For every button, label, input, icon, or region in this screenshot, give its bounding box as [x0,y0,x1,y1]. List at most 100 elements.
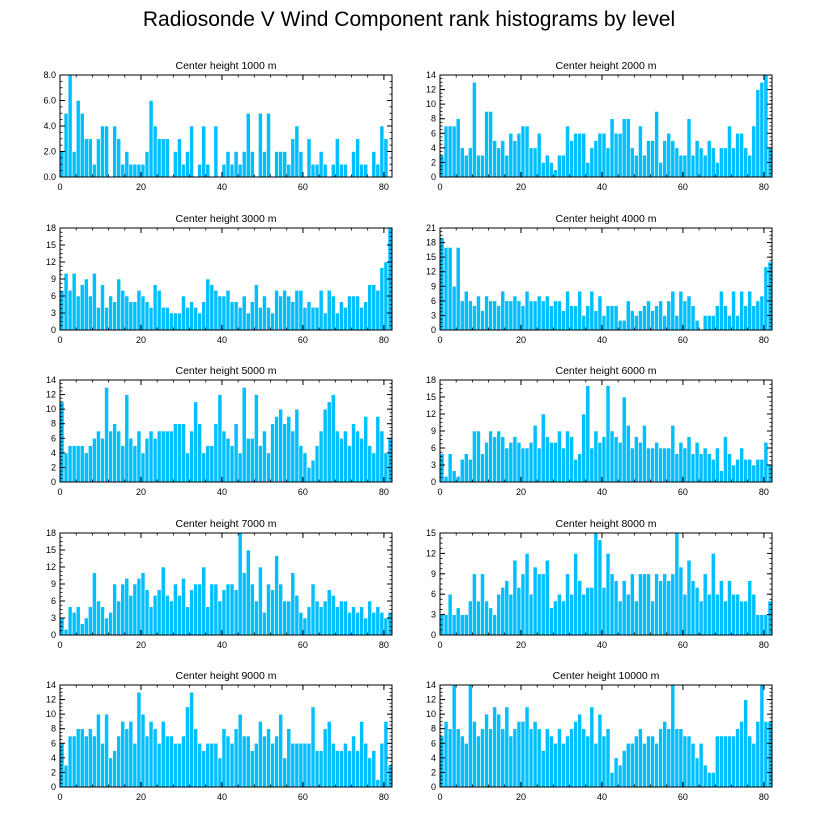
histogram-bar [274,735,279,788]
histogram-bar [193,583,198,636]
histogram-bar [96,138,101,178]
histogram-bar [480,310,485,331]
histogram-bar [524,290,530,331]
histogram-bar [463,614,469,636]
main-title: Radiosonde V Wind Component rank histogr… [142,8,676,31]
panel-title: Center height 3000 m [176,213,277,225]
histogram-bar [136,430,142,483]
y-tick-label: 15 [426,392,436,402]
histogram-bar [100,742,105,788]
histogram-bar [173,151,178,178]
histogram-bar [152,125,158,178]
histogram-bar [508,593,514,636]
histogram-bar [322,408,328,483]
histogram-bar [690,305,696,331]
histogram-bar [565,573,570,636]
histogram-bar [646,300,651,331]
histogram-bar [565,125,570,178]
histogram-bar [294,125,300,178]
histogram-bar [597,295,603,331]
x-tick-label: 80 [759,792,769,802]
histogram-bar [156,138,162,178]
histogram-bar [561,600,566,636]
histogram-bar [266,112,271,178]
histogram-bar [306,138,312,178]
histogram-bar [233,151,239,178]
histogram-bar [463,742,469,788]
histogram-bar [447,728,453,788]
histogram-bar [359,606,364,636]
histogram-bar [694,319,700,331]
histogram-bar [136,290,142,331]
histogram-bar [237,307,243,331]
histogram-bar [100,606,105,636]
histogram-bar [237,452,243,483]
histogram-bar [128,163,134,178]
histogram-bar [100,437,105,483]
y-tick-label: 15 [426,252,436,262]
x-tick-label: 40 [217,640,227,650]
histogram-bar [92,437,97,483]
histogram-bar [731,593,736,636]
y-tick-label: 15 [46,545,56,555]
histogram-bar [658,580,663,636]
histogram-bar [540,300,546,331]
histogram-bar [156,589,162,636]
x-tick-label: 20 [516,182,526,192]
histogram-bar [455,728,461,788]
histogram-bar [524,447,530,483]
histogram-bar [266,307,271,331]
histogram-bar [553,600,558,636]
histogram-bar [197,742,203,788]
histogram-bar [743,600,749,636]
histogram-bar [496,713,502,788]
histogram-bar [536,447,542,483]
histogram-bar [286,728,292,788]
x-tick-label: 80 [759,182,769,192]
histogram-bar [674,453,680,483]
histogram-bar [181,578,186,636]
histogram-bar [225,151,231,178]
histogram-bar [343,742,348,788]
histogram-bar [642,425,647,483]
histogram-bar [197,583,203,636]
histogram-bar [747,735,753,788]
histogram-bar [79,728,85,788]
histogram-bar [355,612,360,636]
histogram-bar [468,459,473,483]
histogram-bar [351,735,356,788]
histogram-bar [128,301,134,331]
histogram-bar [339,750,344,788]
histogram-bar [629,447,635,483]
histogram-bar [597,539,603,636]
histogram-bar [540,413,546,483]
histogram-bar [532,566,538,636]
histogram-bar [164,430,170,483]
histogram-bar [136,578,142,636]
histogram-bar [164,735,170,788]
panel-title: Center height 6000 m [556,365,657,377]
bars [59,532,393,636]
y-tick-label: 6 [431,296,436,306]
x-tick-label: 80 [379,335,389,345]
y-tick-label: 12 [426,548,436,558]
histogram-bar [585,162,591,178]
histogram-bar [278,295,283,331]
histogram-bar [306,301,312,331]
histogram-bar [213,742,219,788]
histogram-bar [132,301,138,331]
histogram-bar [504,447,510,483]
histogram-bar [258,721,263,788]
histogram-bar [314,445,320,483]
y-tick-label: 4 [51,753,56,763]
histogram-bar [447,593,453,636]
y-tick-label: 8 [51,419,56,429]
histogram-bar [678,154,684,178]
y-tick-label: 12 [426,267,436,277]
histogram-bar [694,587,700,636]
histogram-bar [488,728,493,788]
histogram-bar [217,600,223,636]
histogram-bar [549,162,554,178]
histogram-bar [524,125,530,178]
histogram-bar [254,742,259,788]
